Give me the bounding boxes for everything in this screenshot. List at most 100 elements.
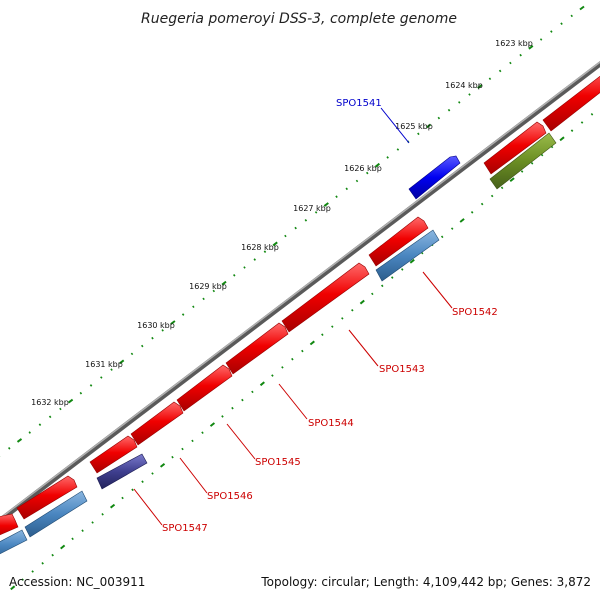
cds-feature[interactable] <box>483 121 547 175</box>
ruler-tick <box>477 84 483 89</box>
ruler-tick <box>579 5 585 11</box>
inner-ring-tick <box>71 537 74 541</box>
ruler-tick <box>345 187 349 191</box>
ruler-tick <box>212 289 216 293</box>
ruler-tick <box>79 391 83 395</box>
inner-ring-tick <box>331 325 334 328</box>
inner-ring-tick <box>409 258 415 264</box>
gene-label-spo1542[interactable]: SPO1542 <box>452 307 498 318</box>
inner-ring-tick <box>580 121 584 124</box>
ruler-tick <box>550 30 553 33</box>
cds-feature[interactable] <box>0 529 28 560</box>
inner-ring-tick <box>41 562 44 565</box>
inner-ring-tick <box>10 585 16 591</box>
accession-text: Accession: NC_003911 <box>9 575 145 589</box>
gene-label-spo1541[interactable]: SPO1541 <box>336 98 382 109</box>
kbp-label: 1627 kbp <box>293 204 331 213</box>
inner-ring-tick <box>281 366 284 369</box>
ruler-tick <box>59 407 62 411</box>
inner-ring-tick <box>221 415 224 418</box>
ruler-tick <box>528 45 534 50</box>
genome-backbone <box>0 60 600 524</box>
cds-feature[interactable] <box>130 401 184 446</box>
ruler-tick <box>509 61 512 65</box>
cds-feature[interactable] <box>96 453 148 490</box>
inner-ring-tick <box>271 374 274 377</box>
ruler-tick <box>110 368 113 371</box>
cds-feature[interactable] <box>489 132 557 190</box>
inner-ring-tick <box>291 357 294 361</box>
kbp-label: 1630 kbp <box>137 321 175 330</box>
map-title: Ruegeria pomeroyi DSS-3, complete genome <box>141 11 457 27</box>
callout-lines <box>133 107 453 526</box>
cds-feature[interactable] <box>281 262 370 333</box>
gene-label-spo1545[interactable]: SPO1545 <box>255 457 301 468</box>
cds-feature[interactable] <box>225 322 289 375</box>
cds-feature[interactable] <box>368 216 429 267</box>
inner-ring-tick <box>351 308 354 312</box>
inner-ring-tick <box>91 521 94 524</box>
kbp-label: 1624 kbp <box>445 81 483 90</box>
ruler-tick <box>232 274 236 277</box>
inner-ring-tick <box>159 463 166 468</box>
inner-ring-tick <box>480 202 484 206</box>
gene-label-spo1543[interactable]: SPO1543 <box>379 364 425 375</box>
ruler-tick <box>38 423 42 426</box>
inner-ring-tick <box>520 170 524 173</box>
ruler-tick <box>161 329 164 332</box>
ruler-tick <box>437 116 441 120</box>
ruler-tick <box>202 297 205 301</box>
forward-strand-features <box>0 67 600 540</box>
inner-ring-tick <box>570 129 574 132</box>
inner-ring-tick <box>450 227 454 230</box>
gene-label-spo1544[interactable]: SPO1544 <box>308 418 354 429</box>
ruler-tick <box>488 77 492 81</box>
inner-ring-tick <box>559 136 565 142</box>
cds-feature[interactable] <box>24 490 88 538</box>
gene-labels: SPO1541 SPO1542 SPO1543 SPO1544 SPO1545 … <box>162 98 498 534</box>
ruler-tick <box>284 234 287 238</box>
ruler-tick <box>425 123 432 129</box>
ruler-tick <box>263 250 267 253</box>
inner-ring-tick <box>321 333 324 336</box>
kbp-label: 1631 kbp <box>85 360 123 369</box>
cds-feature[interactable] <box>176 364 233 412</box>
ruler-tick <box>28 431 31 434</box>
ruler-tick <box>170 320 176 325</box>
inner-ring-tick <box>440 235 444 239</box>
kbp-labels: 1623 kbp 1624 kbp 1625 kbp 1626 kbp 1627… <box>31 39 533 407</box>
inner-ring-tick <box>31 570 34 573</box>
kbp-ruler <box>0 5 585 457</box>
inner-ring-tick <box>590 113 594 116</box>
ruler-tick <box>468 93 471 96</box>
inner-ring-tick <box>81 529 84 532</box>
kbp-label: 1632 kbp <box>31 398 69 407</box>
inner-ring-tick <box>209 422 216 427</box>
inner-ring-tick <box>420 251 424 255</box>
ruler-tick <box>519 53 522 57</box>
ruler-tick <box>323 202 329 207</box>
cds-feature[interactable] <box>375 229 440 282</box>
cds-feature[interactable] <box>89 435 138 474</box>
cds-feature[interactable] <box>542 67 600 132</box>
ruler-tick <box>417 132 420 136</box>
inner-ring-tick <box>101 513 104 516</box>
cds-feature[interactable] <box>16 475 78 520</box>
inner-ring-tick <box>550 145 554 149</box>
ruler-tick <box>67 398 74 404</box>
genome-summary-text: Topology: circular; Length: 4,109,442 bp… <box>260 575 591 589</box>
kbp-label: 1629 kbp <box>189 282 227 291</box>
gene-label-spo1546[interactable]: SPO1546 <box>207 491 253 502</box>
gene-label-spo1547[interactable]: SPO1547 <box>162 523 208 534</box>
inner-ring-tick <box>509 177 515 182</box>
inner-ring-tick <box>400 268 404 271</box>
ruler-tick <box>570 14 573 18</box>
ruler-tick <box>181 313 185 316</box>
inner-ring-tick <box>380 284 384 288</box>
inner-ring-tick <box>359 299 365 305</box>
cds-feature[interactable] <box>0 513 19 540</box>
ruler-tick <box>141 344 144 348</box>
highlighted-gene-spo1541[interactable] <box>408 155 461 200</box>
ruler-tick <box>498 69 502 73</box>
